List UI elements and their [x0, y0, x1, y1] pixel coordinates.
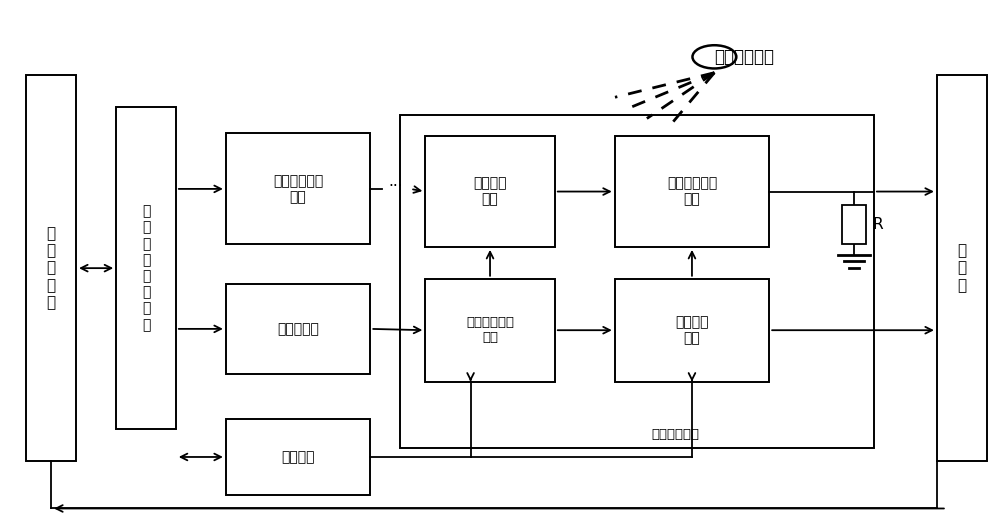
Bar [116, 107, 176, 429]
Bar [615, 279, 769, 382]
Bar [226, 418, 370, 495]
Text: 数据同步
模块: 数据同步 模块 [473, 176, 507, 207]
Text: 数
据
传
输
协
议
模
块: 数 据 传 输 协 议 模 块 [142, 204, 150, 332]
Bar [226, 133, 370, 244]
Text: 控
制
计
算
机: 控 制 计 算 机 [47, 226, 56, 311]
Text: 重离子加速器: 重离子加速器 [714, 48, 774, 66]
Bar [226, 284, 370, 374]
Text: R: R [873, 217, 883, 232]
Bar [842, 205, 866, 244]
Bar [937, 75, 987, 461]
Text: 待测数模电路: 待测数模电路 [651, 428, 699, 441]
Bar [400, 115, 874, 448]
Text: ···: ··· [388, 179, 403, 194]
Text: 基准参考
模块: 基准参考 模块 [675, 315, 709, 345]
Text: 程控电源: 程控电源 [281, 450, 315, 464]
Bar [425, 279, 555, 382]
Bar [615, 136, 769, 247]
Bar [425, 136, 555, 247]
Text: 差分输入时钟
模块: 差分输入时钟 模块 [466, 316, 514, 344]
Text: 可编程逻辑门
阵列: 可编程逻辑门 阵列 [273, 174, 323, 204]
Text: 数模转换内核
模块: 数模转换内核 模块 [667, 176, 717, 207]
Text: 信号发生器: 信号发生器 [277, 322, 319, 336]
Text: 示
波
器: 示 波 器 [957, 243, 966, 293]
Bar [26, 75, 76, 461]
